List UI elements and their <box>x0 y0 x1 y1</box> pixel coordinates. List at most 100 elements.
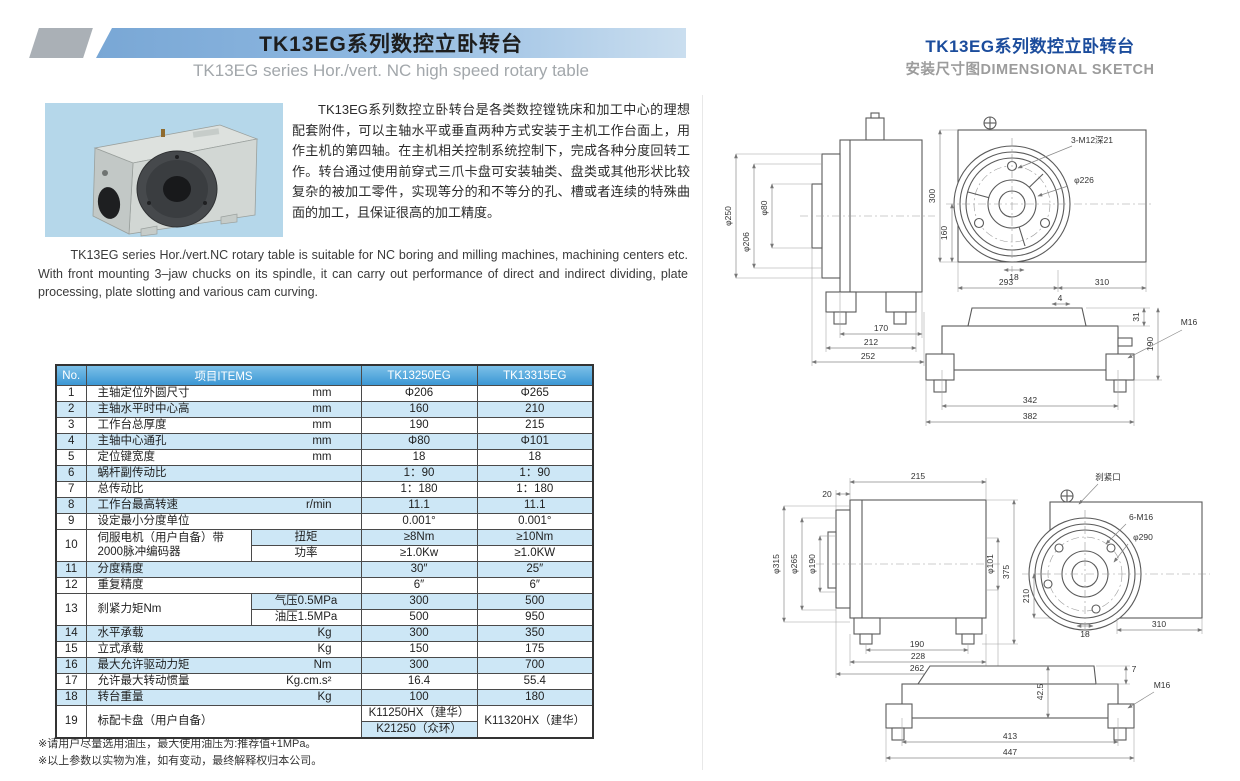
spec-row: 18 转台重量 Kg 100 180 <box>55 689 594 706</box>
table-cell: 25″ <box>476 561 594 578</box>
table-cell: 4 <box>55 433 87 450</box>
table-cell: 500 <box>360 609 478 626</box>
spec-row: 14 水平承载 Kg 300 350 <box>55 625 594 642</box>
item-label: 伺服电机（用户自备）带2000脉冲编码器 <box>97 532 225 558</box>
dim-label: 3-M12深21 <box>1071 135 1113 145</box>
table-cell: Φ206 <box>360 385 478 402</box>
item-label: 设定最小分度单位 <box>97 514 190 527</box>
table-cell: 1：90 <box>360 465 478 482</box>
spec-row: 7 总传动比 1：180 1：180 <box>55 481 594 498</box>
table-cell: 0.001° <box>360 513 478 530</box>
table-cell: 950 <box>476 609 594 626</box>
table-cell: 水平承载 Kg <box>85 625 362 642</box>
table-cell: 180 <box>476 689 594 706</box>
spec-row: 5 定位键宽度 mm 18 18 <box>55 449 594 466</box>
header-gray-slash <box>29 28 93 58</box>
dim-label: φ80 <box>759 200 769 215</box>
table-cell: 300 <box>360 593 478 610</box>
dim-label: 210 <box>1021 589 1031 603</box>
dim-label: 252 <box>861 351 875 361</box>
spec-row: K21250（众环） <box>56 721 593 739</box>
table-cell: 14 <box>55 625 87 642</box>
dim-label: 190 <box>910 639 924 649</box>
table-cell: Φ101 <box>476 433 594 450</box>
item-label: 工作台总厚度 <box>97 418 167 431</box>
dim-label: 413 <box>1003 731 1017 741</box>
sketch1-side-view: φ250 φ206 φ80 170 212 252 <box>723 112 935 366</box>
table-cell: 8 <box>55 497 87 514</box>
dim-label: φ250 <box>723 206 733 226</box>
table-cell: 215 <box>476 417 594 434</box>
footnotes: ※请用户尽量选用油压，最大使用油压为:推荐值+1MPa。 ※以上参数以实物为准，… <box>38 736 322 770</box>
item-label: 主轴中心通孔 <box>97 434 167 447</box>
item-label: 转台重量 <box>97 690 144 703</box>
table-cell: 19 <box>55 705 87 739</box>
left-title-band: TK13EG系列数控立卧转台 <box>96 28 686 58</box>
dim-label: 7 <box>1132 664 1137 674</box>
table-cell: 伺服电机（用户自备）带2000脉冲编码器 <box>85 529 252 562</box>
item-label: 允许最大转动惯量 <box>97 674 190 687</box>
spec-row: 3 工作台总厚度 mm 190 215 <box>55 417 594 434</box>
dim-label: 31 <box>1131 312 1141 322</box>
spec-row: 10 伺服电机（用户自备）带2000脉冲编码器 扭矩 ≥8Nm ≥10Nm <box>55 529 594 562</box>
table-cell: 9 <box>55 513 87 530</box>
dim-label: φ101 <box>985 554 995 574</box>
table-cell: 350 <box>476 625 594 642</box>
table-cell: 3 <box>55 417 87 434</box>
spec-row: 12 重复精度 6″ 6″ <box>55 577 594 594</box>
table-cell: ≥10Nm <box>476 529 594 546</box>
table-cell: 2 <box>55 401 87 418</box>
dim-label: 310 <box>1095 277 1109 287</box>
dim-label: 刹紧口 <box>1095 472 1121 482</box>
dim-label: M16 <box>1181 317 1198 327</box>
table-cell: 重复精度 <box>85 577 362 594</box>
table-cell: 18 <box>476 449 594 466</box>
spec-row: 8 工作台最高转速 r/min 11.1 11.1 <box>55 497 594 514</box>
dim-label: 42.5 <box>1035 683 1045 700</box>
dim-label: φ265 <box>789 554 799 574</box>
item-label: 定位键宽度 <box>97 450 156 463</box>
table-cell: 最大允许驱动力矩 Nm <box>85 657 362 674</box>
table-cell: 分度精度 <box>85 561 362 578</box>
item-unit: Kg <box>317 626 332 639</box>
table-cell: 11.1 <box>360 497 478 514</box>
item-unit: mm <box>312 402 332 415</box>
item-label: 工作台最高转速 <box>97 498 179 511</box>
item-unit: Kg.cm.s² <box>286 674 332 687</box>
table-cell: 55.4 <box>476 673 594 690</box>
table-cell: 定位键宽度 mm <box>85 449 362 466</box>
product-photo-illustration <box>45 103 283 237</box>
table-cell: 11.1 <box>476 497 594 514</box>
table-cell: 18 <box>55 689 87 706</box>
spec-row: 16 最大允许驱动力矩 Nm 300 700 <box>55 657 594 674</box>
page-subtitle: TK13EG series Hor./vert. NC high speed r… <box>193 61 589 80</box>
dim-label: φ190 <box>807 554 817 574</box>
table-cell: 主轴中心通孔 mm <box>85 433 362 450</box>
column-header: No. <box>55 364 87 386</box>
item-label: 蜗杆副传动比 <box>97 466 167 479</box>
table-cell: 18 <box>360 449 478 466</box>
column-header: TK13315EG <box>476 364 594 386</box>
dim-label: 212 <box>864 337 878 347</box>
spec-row: 油压1.5MPa 500 950 <box>56 609 594 626</box>
item-unit: mm <box>312 418 332 431</box>
spec-row: 9 设定最小分度单位 0.001° 0.001° <box>55 513 594 530</box>
item-unit: Kg <box>317 690 332 703</box>
spec-row: 11 分度精度 30″ 25″ <box>55 561 594 578</box>
dimensional-sketches: φ250 φ206 φ80 170 212 252 <box>723 112 1210 762</box>
spec-row: 15 立式承载 Kg 150 175 <box>55 641 594 658</box>
table-cell: 6″ <box>360 577 478 594</box>
table-cell: 工作台最高转速 r/min <box>85 497 362 514</box>
item-label: 主轴定位外圆尺寸 <box>97 386 190 399</box>
table-cell: 转台重量 Kg <box>85 689 362 706</box>
table-cell: 气压0.5MPa <box>250 593 362 610</box>
dim-label: 342 <box>1023 395 1037 405</box>
table-cell: 蜗杆副传动比 <box>85 465 362 482</box>
table-cell: 功率 <box>250 545 362 562</box>
column-header: TK13250EG <box>360 364 478 386</box>
table-cell: 允许最大转动惯量 Kg.cm.s² <box>85 673 362 690</box>
sketch1-front-view: 3-M12深21 φ226 300 160 18 293 310 <box>927 116 1152 292</box>
table-cell: 16.4 <box>360 673 478 690</box>
table-cell: 主轴水平时中心高 mm <box>85 401 362 418</box>
item-unit: Kg <box>317 642 332 655</box>
